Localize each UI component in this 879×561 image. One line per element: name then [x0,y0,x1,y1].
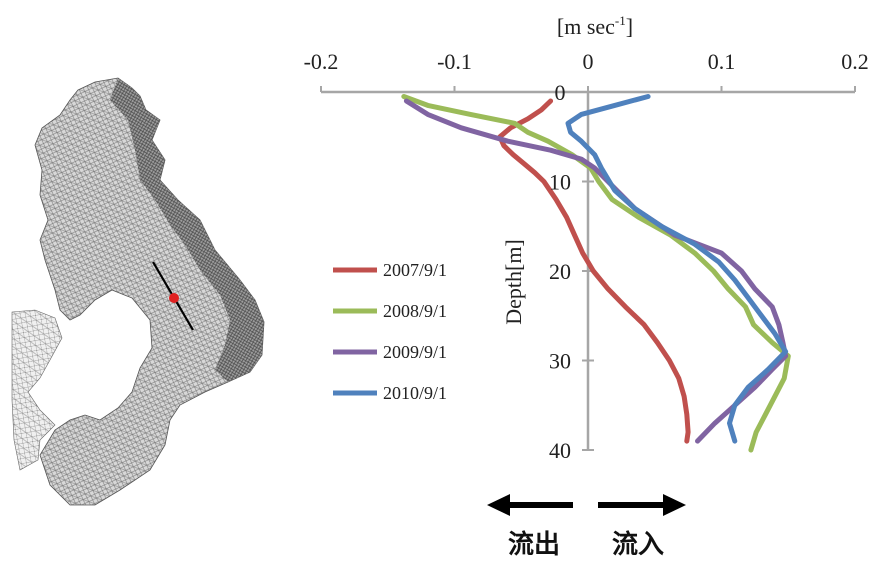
x-tick-label: -0.2 [304,49,339,74]
axes-group [320,86,856,451]
x-axis-label-sup: -1 [615,13,626,28]
x-axis-label-main: [m sec [557,14,615,39]
x-tick-label: 0 [583,49,594,74]
y-axis-label: Depth[m] [501,239,526,325]
x-tick-label: -0.1 [437,49,472,74]
series-line-2 [401,94,791,453]
legend-label-2: 2008/9/1 [383,301,447,321]
outflow-label: 流出 [508,530,560,560]
legend-label-4: 2010/9/1 [383,383,447,403]
legend-label-3: 2009/9/1 [383,342,447,362]
inflow-label: 流入 [612,530,664,560]
y-tick-label: 0 [555,80,566,105]
direction-indicators: 流出 流入 [487,494,686,560]
station-marker [169,293,179,303]
series-line-3 [403,98,789,444]
inflow-arrow-head [663,494,686,516]
x-tick-label: 0.2 [841,49,869,74]
mesh-region-east-dense [110,78,264,382]
legend-label-1: 2007/9/1 [383,260,447,280]
tick-labels: -0.2 -0.1 0 0.1 0.2 0 10 20 30 40 [304,49,869,463]
series-group [401,94,791,453]
series-line-4 [565,94,789,444]
legend: 2007/9/1 2008/9/1 2009/9/1 2010/9/1 [333,260,447,403]
y-tick-label: 40 [549,438,571,463]
y-tick-label: 10 [549,170,571,195]
x-tick-label: 0.1 [708,49,736,74]
velocity-profile-chart: -0.2 -0.1 0 0.1 0.2 0 10 20 30 40 [m sec-1] Depth… [304,13,869,463]
bay-mesh-map [11,77,265,506]
y-tick-label: 20 [549,259,571,284]
x-axis-label: [m sec-1] [557,13,633,39]
y-tick-label: 30 [549,349,571,374]
mesh-region-west-coarse [11,309,63,471]
x-axis-label-close: ] [626,14,633,39]
outflow-arrow-head [487,494,510,516]
